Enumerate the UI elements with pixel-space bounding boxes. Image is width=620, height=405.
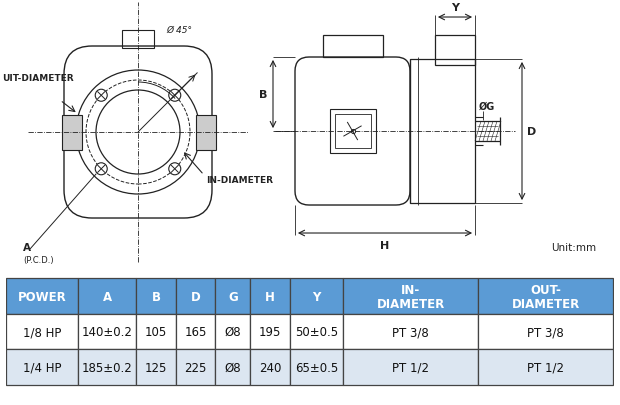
Text: A: A [102,290,112,303]
Text: 140±0.2: 140±0.2 [82,325,133,338]
Bar [196,115,216,150]
Bar [215,314,250,350]
Bar [329,110,376,153]
Text: (P.C.D.): (P.C.D.) [23,256,53,264]
Text: PT 3/8: PT 3/8 [528,325,564,338]
Bar [136,279,175,314]
Bar [343,314,478,350]
Bar [250,350,290,385]
Text: 240: 240 [259,361,281,374]
Bar [290,350,343,385]
Text: Ø8: Ø8 [224,325,241,338]
Bar [290,279,343,314]
Bar [290,314,343,350]
Bar [478,314,613,350]
Text: 165: 165 [184,325,206,338]
Text: H: H [381,241,389,250]
Text: 65±0.5: 65±0.5 [295,361,339,374]
Bar [78,279,136,314]
Text: A: A [23,243,31,252]
Text: B: B [259,90,267,100]
Text: 195: 195 [259,325,281,338]
Text: 185±0.2: 185±0.2 [82,361,133,374]
Bar [6,279,78,314]
Bar [435,36,475,66]
Text: 1/8 HP: 1/8 HP [23,325,61,338]
Bar [175,314,215,350]
Text: UIT-DIAMETER: UIT-DIAMETER [2,74,74,83]
Circle shape [169,90,181,102]
Text: 1/4 HP: 1/4 HP [23,361,61,374]
Text: 125: 125 [145,361,167,374]
Text: OUT-
DIAMETER: OUT- DIAMETER [512,283,580,310]
Bar [250,314,290,350]
Text: Unit:mm: Unit:mm [551,243,596,252]
Bar [478,279,613,314]
Text: PT 1/2: PT 1/2 [527,361,564,374]
Bar [343,279,478,314]
Text: D: D [527,127,536,136]
Bar [410,60,475,203]
Text: Y: Y [312,290,321,303]
Text: POWER: POWER [18,290,66,303]
Bar [478,350,613,385]
Bar [335,115,371,149]
Bar [175,279,215,314]
Circle shape [169,163,181,175]
Bar [6,350,78,385]
Bar [136,350,175,385]
Bar [175,350,215,385]
Bar [250,279,290,314]
Text: ØG: ØG [479,102,495,112]
Circle shape [95,90,107,102]
Text: H: H [265,290,275,303]
Bar [215,350,250,385]
Bar [136,314,175,350]
Bar [215,279,250,314]
Text: 225: 225 [184,361,206,374]
Bar [78,314,136,350]
Text: PT 1/2: PT 1/2 [392,361,430,374]
Text: G: G [228,290,237,303]
Bar [62,115,82,150]
Bar [6,314,78,350]
Text: Ø 45°: Ø 45° [166,26,192,35]
Text: Y: Y [451,3,459,13]
Bar [122,31,154,49]
Text: IN-DIAMETER: IN-DIAMETER [206,176,273,185]
Text: 105: 105 [145,325,167,338]
Text: PT 3/8: PT 3/8 [392,325,429,338]
Text: IN-
DIAMETER: IN- DIAMETER [377,283,445,310]
Text: 50±0.5: 50±0.5 [295,325,339,338]
Bar [322,36,383,58]
Text: D: D [190,290,200,303]
Bar [343,350,478,385]
Text: B: B [151,290,161,303]
Text: Ø8: Ø8 [224,361,241,374]
Bar [78,350,136,385]
Circle shape [95,163,107,175]
